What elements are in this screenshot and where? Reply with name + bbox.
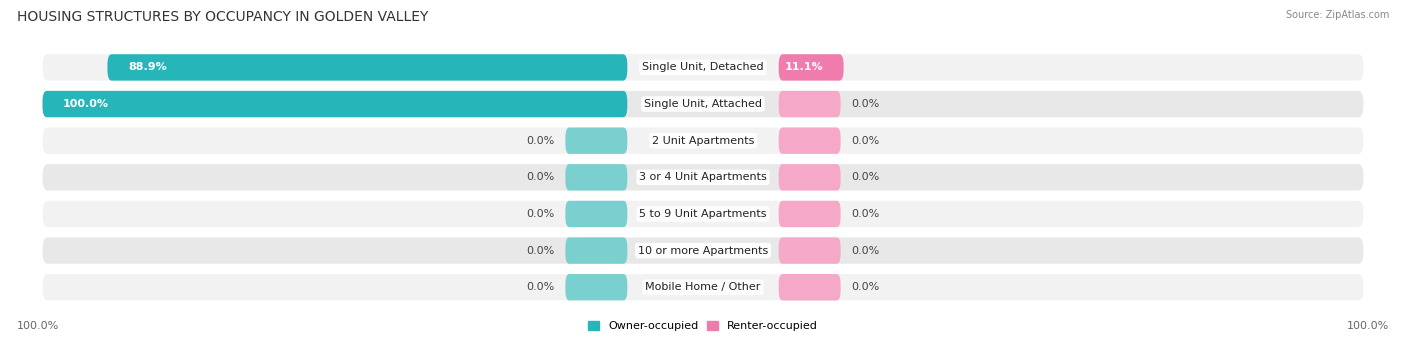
Text: 3 or 4 Unit Apartments: 3 or 4 Unit Apartments xyxy=(640,172,766,182)
FancyBboxPatch shape xyxy=(42,164,1364,191)
Text: 0.0%: 0.0% xyxy=(852,209,880,219)
Text: 10 or more Apartments: 10 or more Apartments xyxy=(638,246,768,256)
FancyBboxPatch shape xyxy=(779,201,841,227)
Text: 0.0%: 0.0% xyxy=(526,209,554,219)
FancyBboxPatch shape xyxy=(565,201,627,227)
Text: 0.0%: 0.0% xyxy=(852,99,880,109)
Text: 11.1%: 11.1% xyxy=(785,62,823,72)
FancyBboxPatch shape xyxy=(42,237,1364,264)
Text: 2 Unit Apartments: 2 Unit Apartments xyxy=(652,136,754,146)
Text: Mobile Home / Other: Mobile Home / Other xyxy=(645,282,761,292)
FancyBboxPatch shape xyxy=(107,54,627,80)
Text: Single Unit, Detached: Single Unit, Detached xyxy=(643,62,763,72)
Text: 0.0%: 0.0% xyxy=(852,172,880,182)
FancyBboxPatch shape xyxy=(779,91,841,117)
FancyBboxPatch shape xyxy=(42,274,1364,300)
Text: 5 to 9 Unit Apartments: 5 to 9 Unit Apartments xyxy=(640,209,766,219)
Text: 0.0%: 0.0% xyxy=(526,136,554,146)
FancyBboxPatch shape xyxy=(42,91,1364,117)
FancyBboxPatch shape xyxy=(42,54,1364,80)
FancyBboxPatch shape xyxy=(565,274,627,300)
FancyBboxPatch shape xyxy=(42,91,627,117)
FancyBboxPatch shape xyxy=(779,54,844,80)
Text: HOUSING STRUCTURES BY OCCUPANCY IN GOLDEN VALLEY: HOUSING STRUCTURES BY OCCUPANCY IN GOLDE… xyxy=(17,10,429,24)
FancyBboxPatch shape xyxy=(565,237,627,264)
Text: 0.0%: 0.0% xyxy=(852,246,880,256)
Text: 100.0%: 100.0% xyxy=(1347,321,1389,331)
Text: Source: ZipAtlas.com: Source: ZipAtlas.com xyxy=(1285,10,1389,20)
Legend: Owner-occupied, Renter-occupied: Owner-occupied, Renter-occupied xyxy=(583,316,823,336)
FancyBboxPatch shape xyxy=(42,201,1364,227)
FancyBboxPatch shape xyxy=(565,164,627,191)
Text: 88.9%: 88.9% xyxy=(128,62,167,72)
FancyBboxPatch shape xyxy=(42,128,1364,154)
FancyBboxPatch shape xyxy=(565,128,627,154)
Text: 0.0%: 0.0% xyxy=(852,136,880,146)
Text: 0.0%: 0.0% xyxy=(526,172,554,182)
Text: Single Unit, Attached: Single Unit, Attached xyxy=(644,99,762,109)
FancyBboxPatch shape xyxy=(779,128,841,154)
Text: 0.0%: 0.0% xyxy=(526,246,554,256)
FancyBboxPatch shape xyxy=(779,237,841,264)
Text: 100.0%: 100.0% xyxy=(63,99,110,109)
Text: 0.0%: 0.0% xyxy=(852,282,880,292)
FancyBboxPatch shape xyxy=(779,274,841,300)
FancyBboxPatch shape xyxy=(779,164,841,191)
Text: 0.0%: 0.0% xyxy=(526,282,554,292)
Text: 100.0%: 100.0% xyxy=(17,321,59,331)
